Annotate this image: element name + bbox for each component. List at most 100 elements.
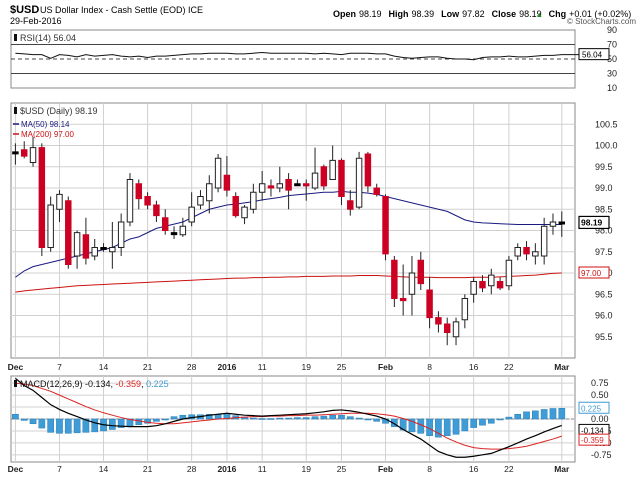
x-axis-bottom: Dec 7 14 21 28 2016 11 19 25 Feb 8 16 22 Mar bbox=[8, 464, 570, 474]
macd-histogram-bar bbox=[346, 416, 354, 420]
macd-histogram-bar bbox=[117, 418, 125, 428]
macd-legend-swatch bbox=[14, 380, 17, 387]
macd-tick-label: 0.00 bbox=[591, 414, 609, 424]
last-price-box bbox=[578, 215, 610, 230]
ohlc-value-close: 98.19 bbox=[519, 9, 542, 19]
macd-histogram-bar bbox=[391, 418, 398, 427]
macd-histogram-bar bbox=[91, 418, 99, 433]
candle bbox=[241, 205, 248, 225]
candle bbox=[276, 166, 284, 193]
macd-histogram-bar bbox=[329, 414, 336, 420]
candle bbox=[250, 183, 257, 214]
candle-body bbox=[267, 185, 275, 189]
x-mid-tick-Feb: Feb bbox=[378, 362, 393, 372]
candle bbox=[391, 256, 398, 307]
rsi-panel: 90 70 50 30 10 RSI(14) 56.04 56.04 bbox=[10, 25, 617, 93]
ohlc-value-high: 98.39 bbox=[412, 9, 435, 19]
rsi-tick-90: 90 bbox=[607, 25, 617, 35]
candle bbox=[320, 164, 328, 191]
macd-histogram-bar bbox=[64, 418, 72, 434]
macd-signal-value-label: -0.359 bbox=[581, 436, 604, 445]
macd-histogram-bar bbox=[250, 417, 257, 420]
candle-body bbox=[399, 298, 407, 302]
price-tick-label: 96.5 bbox=[595, 289, 613, 299]
ohlc-value-open: 98.19 bbox=[359, 9, 382, 19]
candle-body bbox=[258, 183, 266, 193]
macd-legend-segment: -0.359 bbox=[116, 379, 142, 389]
candle-body bbox=[364, 153, 372, 187]
macd-histogram-bar bbox=[523, 411, 530, 420]
macd-histogram-bar bbox=[338, 414, 345, 420]
candle-body bbox=[408, 272, 416, 295]
candle-body bbox=[382, 196, 389, 255]
candle-body bbox=[320, 166, 328, 187]
candle bbox=[540, 217, 548, 265]
macd-histogram-bar bbox=[452, 418, 460, 435]
macd-histogram-bar bbox=[135, 418, 143, 425]
candle bbox=[505, 256, 513, 290]
macd-histogram-bar bbox=[20, 418, 28, 421]
price-legend-label: $USD (Daily) 98.19 bbox=[20, 106, 98, 116]
price-tick-label: 98.0 bbox=[595, 226, 613, 236]
candle-body bbox=[452, 321, 460, 338]
candle-body bbox=[20, 149, 28, 157]
macd-histogram-value-label: 0.225 bbox=[581, 404, 602, 413]
candle-body bbox=[38, 147, 46, 248]
macd-histogram-bar bbox=[56, 418, 63, 434]
macd-histogram-bar bbox=[532, 410, 539, 420]
macd-histogram-bar bbox=[514, 413, 522, 420]
x-bottom-tick-2016: 2016 bbox=[217, 464, 236, 474]
price-tick-label: 100.5 bbox=[595, 119, 618, 129]
candle bbox=[223, 156, 231, 197]
candle-body bbox=[347, 200, 354, 210]
candle bbox=[188, 192, 195, 227]
candle-body bbox=[461, 298, 469, 321]
macd-histogram-bar bbox=[109, 418, 116, 430]
macd-legend-segment: MACD(12,26,9) -0.134, bbox=[20, 379, 116, 389]
ma200-line bbox=[15, 272, 562, 293]
candle bbox=[232, 192, 239, 218]
candle bbox=[382, 194, 389, 261]
candle-body bbox=[276, 183, 284, 189]
symbol-description: US Dollar Index - Cash Settle (EOD) ICE bbox=[40, 5, 203, 15]
candle-body bbox=[470, 281, 477, 295]
rsi-value-label: 56.04 bbox=[582, 51, 603, 60]
macd-histogram-bar bbox=[496, 418, 504, 421]
macd-histogram-bar bbox=[47, 418, 54, 433]
chart-date: 29-Feb-2016 bbox=[10, 16, 62, 26]
x-mid-tick-16: 16 bbox=[469, 362, 479, 372]
candle bbox=[126, 173, 134, 227]
x-mid-tick-Dec: Dec bbox=[8, 362, 24, 372]
macd-histogram-bar bbox=[302, 417, 310, 420]
macd-histogram-bar bbox=[549, 408, 557, 420]
price-tick-label: 95.5 bbox=[595, 332, 613, 342]
candle bbox=[399, 264, 407, 316]
x-bottom-tick-16: 16 bbox=[469, 464, 479, 474]
candle-body bbox=[329, 159, 336, 180]
rsi-legend-swatch bbox=[14, 34, 17, 41]
candle bbox=[153, 200, 160, 222]
macd-panel: 0.750.500.250.00-0.25-0.50-0.75MACD(12,2… bbox=[10, 375, 612, 463]
candle bbox=[206, 175, 213, 214]
macd-tick-label: 0.50 bbox=[591, 390, 609, 400]
macd-histogram-bar bbox=[38, 418, 46, 429]
macd-legend-segment: 0.225 bbox=[146, 379, 169, 389]
candle-body bbox=[532, 251, 539, 257]
x-mid-tick-28: 28 bbox=[187, 362, 197, 372]
candle-body bbox=[109, 247, 116, 253]
candle-body bbox=[285, 179, 292, 191]
candle bbox=[496, 277, 504, 290]
macd-histogram-bar bbox=[153, 418, 160, 422]
macd-legend-segment: , bbox=[141, 379, 146, 389]
candle-body bbox=[82, 234, 90, 259]
candle-body bbox=[443, 323, 451, 333]
macd-histogram-bar bbox=[73, 418, 81, 434]
candle-body bbox=[65, 200, 72, 265]
candle-body bbox=[117, 221, 125, 248]
candle bbox=[558, 211, 566, 237]
candle-body bbox=[135, 183, 143, 200]
candle bbox=[329, 145, 336, 180]
candle-body bbox=[91, 247, 98, 257]
candle-body bbox=[435, 317, 442, 325]
candle-body bbox=[488, 274, 495, 287]
